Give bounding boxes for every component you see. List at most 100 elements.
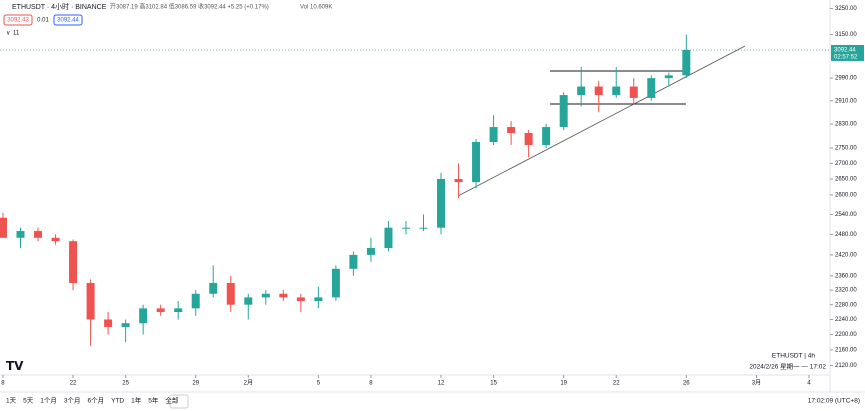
candle-body: [261, 293, 270, 298]
x-tick-label: 22: [70, 381, 77, 387]
x-tick-label: 19: [560, 381, 567, 387]
ask-box[interactable]: [53, 14, 83, 26]
x-tick-label: 25: [122, 381, 129, 387]
indicator-toggle[interactable]: ∨: [6, 31, 10, 37]
date-note: 2024/2/26 星期一 — 17:02: [749, 363, 826, 371]
x-tick-label: 15: [490, 381, 497, 387]
range-button[interactable]: 1天: [6, 397, 17, 405]
candle-body: [209, 282, 218, 294]
bid-box[interactable]: [3, 14, 33, 26]
candle-body: [121, 323, 130, 327]
candle-body: [156, 308, 165, 313]
range-button[interactable]: 全部: [165, 396, 179, 405]
spread: 0.01: [37, 18, 49, 24]
x-tick-label: 8: [369, 381, 373, 387]
ohlc-values: 开3087.19 高3102.84 低3086.59 收3092.44 +5.2…: [110, 3, 269, 11]
candle-body: [629, 86, 638, 98]
candle-body: [139, 308, 148, 324]
y-tick-label: 3250.00: [835, 6, 857, 12]
y-tick-label: 2200.00: [835, 332, 857, 338]
y-tick-label: 2360.00: [835, 273, 857, 279]
candle-body: [314, 297, 323, 302]
y-tick-label: 2420.00: [835, 252, 857, 258]
range-button[interactable]: 5年: [148, 396, 159, 405]
y-tick-label: 2160.00: [835, 347, 857, 353]
candle-body: [384, 227, 393, 249]
y-tick-label: 2910.00: [835, 98, 857, 104]
candle-body: [454, 179, 463, 183]
candle-body: [331, 268, 340, 298]
candle-body: [349, 254, 358, 269]
range-button[interactable]: 1年: [131, 396, 142, 405]
y-tick-label: 2750.00: [835, 146, 857, 152]
y-tick-label: 2990.00: [835, 76, 857, 82]
candle-body: [34, 231, 43, 238]
range-button[interactable]: 3个月: [64, 397, 81, 405]
y-tick-label: 2280.00: [835, 302, 857, 308]
candle-body: [296, 297, 305, 302]
range-button[interactable]: 1个月: [40, 397, 57, 405]
candle-body: [366, 248, 375, 255]
x-tick-label: 29: [192, 381, 199, 387]
last-price-label: 3092.44: [834, 48, 856, 54]
candle-body: [524, 132, 533, 146]
range-buttons: 1天 5天 1个月 3个月 6个月 YTD 1年 5年 全部: [6, 396, 179, 405]
countdown: 02:57:52: [834, 55, 858, 61]
x-tick-label: 8: [1, 381, 5, 387]
range-button[interactable]: 5天: [23, 397, 34, 405]
range-button[interactable]: YTD: [111, 398, 124, 405]
candle-body: [51, 237, 60, 242]
y-tick-label: 2830.00: [835, 122, 857, 128]
candle-body: [489, 127, 498, 142]
indicator-count: 11: [13, 31, 20, 37]
y-tick-label: 2120.00: [835, 363, 857, 369]
x-tick-label: 12: [438, 381, 445, 387]
candle-body: [419, 227, 428, 229]
y-tick-label: 2240.00: [835, 317, 857, 323]
clock: 17:02:09 (UTC+8): [808, 398, 860, 405]
candle-body: [0, 217, 7, 238]
range-button[interactable]: 6个月: [88, 397, 105, 405]
candle-body: [682, 49, 691, 76]
candle-body: [437, 179, 446, 228]
candle-body: [542, 127, 551, 146]
x-tick-label: 5: [317, 381, 321, 387]
candle-body: [16, 231, 25, 238]
symbol-title: ETHUSDT · 4小时 · BINANCE: [12, 2, 107, 11]
x-tick-label: 22: [613, 381, 620, 387]
y-tick-label: 2540.00: [835, 212, 857, 218]
volume: Vol 10.609K: [300, 5, 332, 11]
candle-body: [472, 141, 481, 183]
y-tick-label: 2700.00: [835, 161, 857, 167]
candle-body: [104, 319, 113, 327]
candle-body: [174, 308, 183, 313]
candle-body: [244, 297, 253, 305]
x-tick-label: 3月: [752, 380, 761, 387]
candle-body: [401, 227, 410, 229]
candle-body: [664, 75, 673, 79]
candle-body: [577, 86, 586, 96]
compare-button[interactable]: [169, 394, 189, 409]
trend-line-drawing: [457, 45, 746, 197]
candle-body: [612, 86, 621, 96]
candle-body: [279, 293, 288, 298]
candle-body: [191, 293, 200, 309]
tv-logo: 𝗧𝗩: [6, 359, 24, 373]
candle-body: [86, 282, 95, 320]
symbol-note: ETHUSDT | 4h: [772, 353, 815, 360]
candle-body: [647, 78, 656, 98]
candle-body: [69, 241, 78, 283]
y-tick-label: 2480.00: [835, 232, 857, 238]
y-tick-label: 2320.00: [835, 288, 857, 294]
candle-body: [594, 86, 603, 96]
y-tick-label: 2650.00: [835, 177, 857, 183]
bid: 3092.43: [7, 18, 29, 24]
x-tick-label: 2月: [244, 380, 253, 387]
x-tick-label: 4: [807, 381, 811, 387]
candle-body: [226, 282, 235, 305]
ask: 3092.44: [57, 18, 79, 24]
candle-body: [559, 95, 568, 128]
last-price-box: [831, 44, 864, 61]
